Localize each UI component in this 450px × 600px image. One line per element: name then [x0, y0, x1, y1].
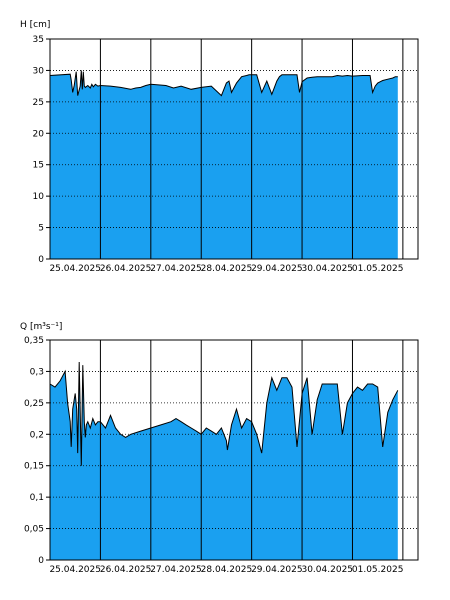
discharge-x-tick-label: 25.04.2025	[49, 565, 101, 575]
water-level-y-tick-label: 0	[38, 255, 44, 265]
water-level-y-tick-label: 5	[38, 224, 44, 234]
discharge-y-axis-label: Q [m³s⁻¹]	[20, 322, 62, 332]
water-level-x-tick-label: 29.04.2025	[251, 264, 303, 274]
water-level-x-tick-label: 26.04.2025	[100, 264, 152, 274]
discharge-y-tick-label: 0	[38, 556, 44, 566]
water-level-area	[50, 70, 398, 260]
water-level-y-tick-label: 35	[33, 35, 44, 45]
water-level-x-tick-label: 28.04.2025	[201, 264, 253, 274]
water-level-y-tick-label: 10	[33, 192, 45, 202]
water-level-y-tick-label: 20	[33, 129, 45, 139]
water-level-x-tick-label: 01.05.2025	[352, 264, 404, 274]
water-level-x-tick-label: 27.04.2025	[150, 264, 202, 274]
discharge-x-tick-label: 30.04.2025	[301, 565, 353, 575]
discharge-x-tick-label: 27.04.2025	[150, 565, 202, 575]
discharge-y-tick-label: 0,35	[24, 336, 44, 346]
discharge-x-tick-label: 28.04.2025	[201, 565, 253, 575]
discharge-series-line	[49, 361, 399, 466]
discharge-x-tick-label: 01.05.2025	[352, 565, 404, 575]
discharge-plot-frame	[49, 339, 419, 561]
discharge-y-tick-label: 0,05	[24, 525, 44, 535]
discharge-y-tick-label: 0,2	[30, 430, 44, 440]
discharge-y-tick-label: 0,15	[24, 462, 44, 472]
discharge-x-tick-label: 26.04.2025	[100, 565, 152, 575]
discharge-y-tick-label: 0,25	[24, 399, 44, 409]
discharge-chart: Q [m³s⁻¹] 0 0,05 0,1 0,15 0,2 0,25 0,3 0,35 25.0…	[20, 322, 419, 575]
water-level-x-tick-label: 25.04.2025	[49, 264, 101, 274]
water-level-y-tick-label: 15	[33, 161, 44, 171]
discharge-y-tick-label: 0,3	[30, 367, 44, 377]
water-level-y-axis-label: H [cm]	[20, 20, 50, 30]
water-level-y-tick-label: 25	[33, 98, 44, 108]
water-level-x-tick-label: 30.04.2025	[301, 264, 353, 274]
water-level-chart: H [cm] 0 5 10 15 20 25 30 35 25.04.202526.04.202…	[20, 20, 419, 274]
water-level-y-tick-label: 30	[33, 66, 45, 76]
discharge-x-tick-label: 29.04.2025	[251, 565, 303, 575]
discharge-area	[50, 362, 398, 560]
water-level-plot-frame	[49, 38, 419, 260]
discharge-y-tick-label: 0,1	[30, 493, 44, 503]
water-level-series-line	[49, 70, 398, 97]
